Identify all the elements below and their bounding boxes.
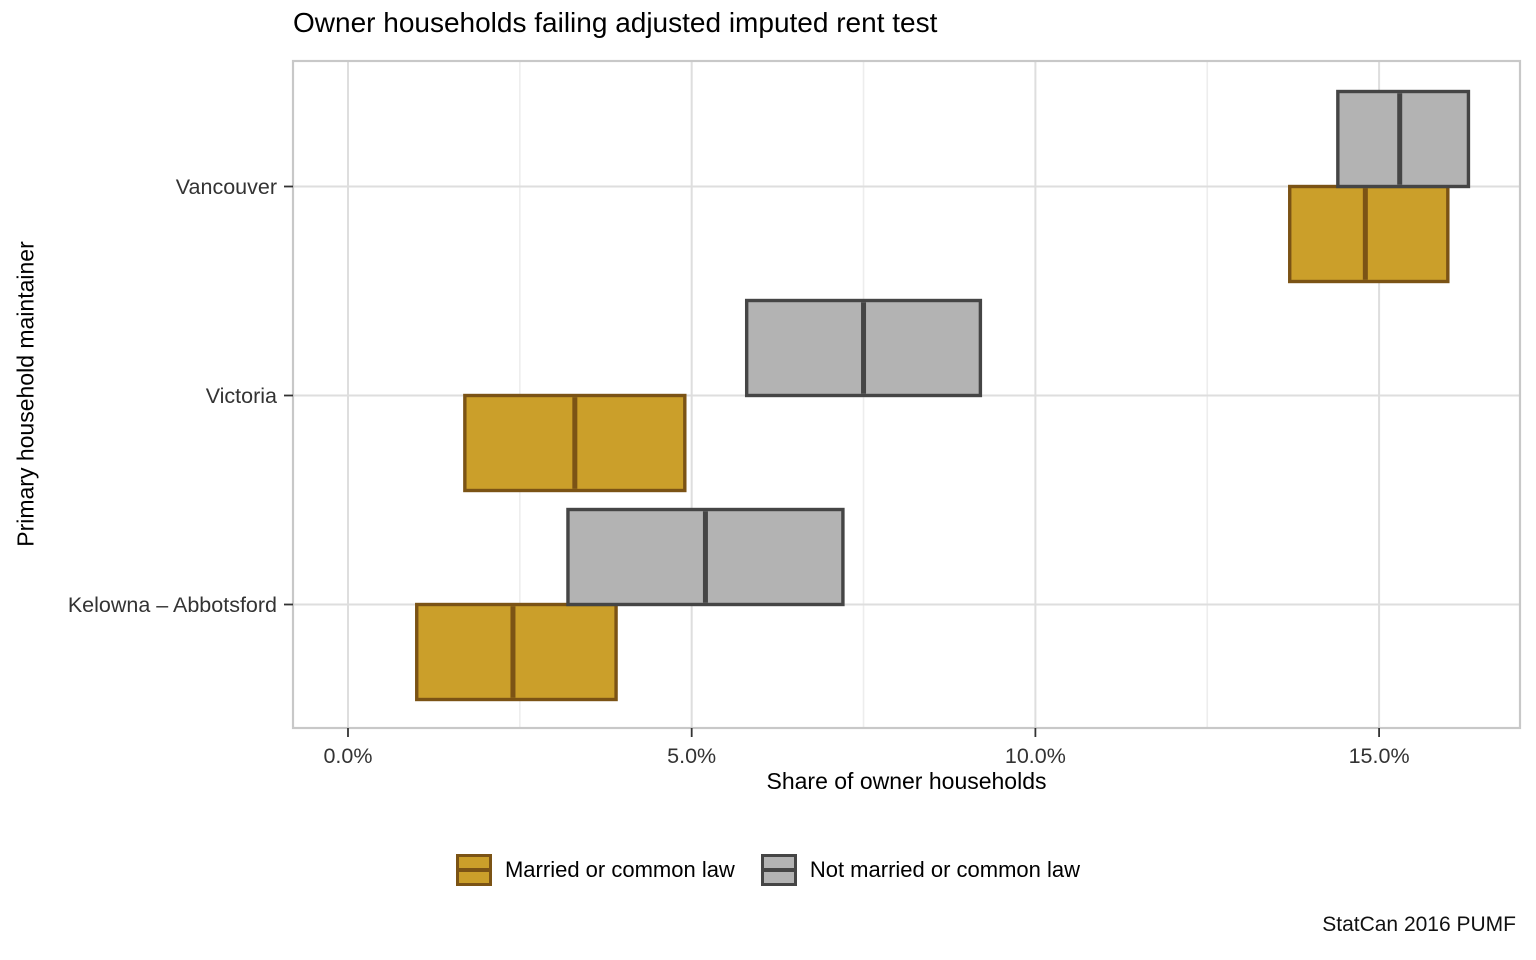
legend-label: Not married or common law — [809, 857, 1081, 882]
crossbar — [1288, 184, 1450, 284]
legend: Married or common law Not married or comm… — [0, 846, 1536, 894]
crossbar — [415, 602, 618, 702]
chart-title: Owner households failing adjusted impute… — [293, 7, 938, 38]
x-tick-label: 10.0% — [1005, 744, 1066, 768]
y-axis-title: Primary household maintainer — [12, 241, 39, 547]
x-axis-title: Share of owner households — [766, 768, 1047, 794]
legend-key-midline — [458, 867, 489, 873]
x-tick-label: 0.0% — [323, 744, 372, 768]
legend-key-swatch — [455, 854, 492, 886]
legend-entry: Not married or common law — [760, 854, 1081, 886]
y-tick-label: Kelowna – Abbotsford — [68, 593, 277, 617]
legend-key-midline — [763, 867, 794, 873]
caption: StatCan 2016 PUMF — [1322, 913, 1516, 936]
legend-label: Married or common law — [504, 857, 735, 882]
y-tick-label: Vancouver — [176, 175, 277, 199]
x-tick-label: 15.0% — [1349, 744, 1410, 768]
legend-key-swatch — [760, 854, 797, 886]
x-tick-label: 5.0% — [667, 744, 716, 768]
legend-entry: Married or common law — [455, 854, 735, 886]
crossbar — [1336, 89, 1471, 189]
panel-border — [291, 59, 1522, 730]
y-tick-label: Victoria — [206, 384, 277, 408]
